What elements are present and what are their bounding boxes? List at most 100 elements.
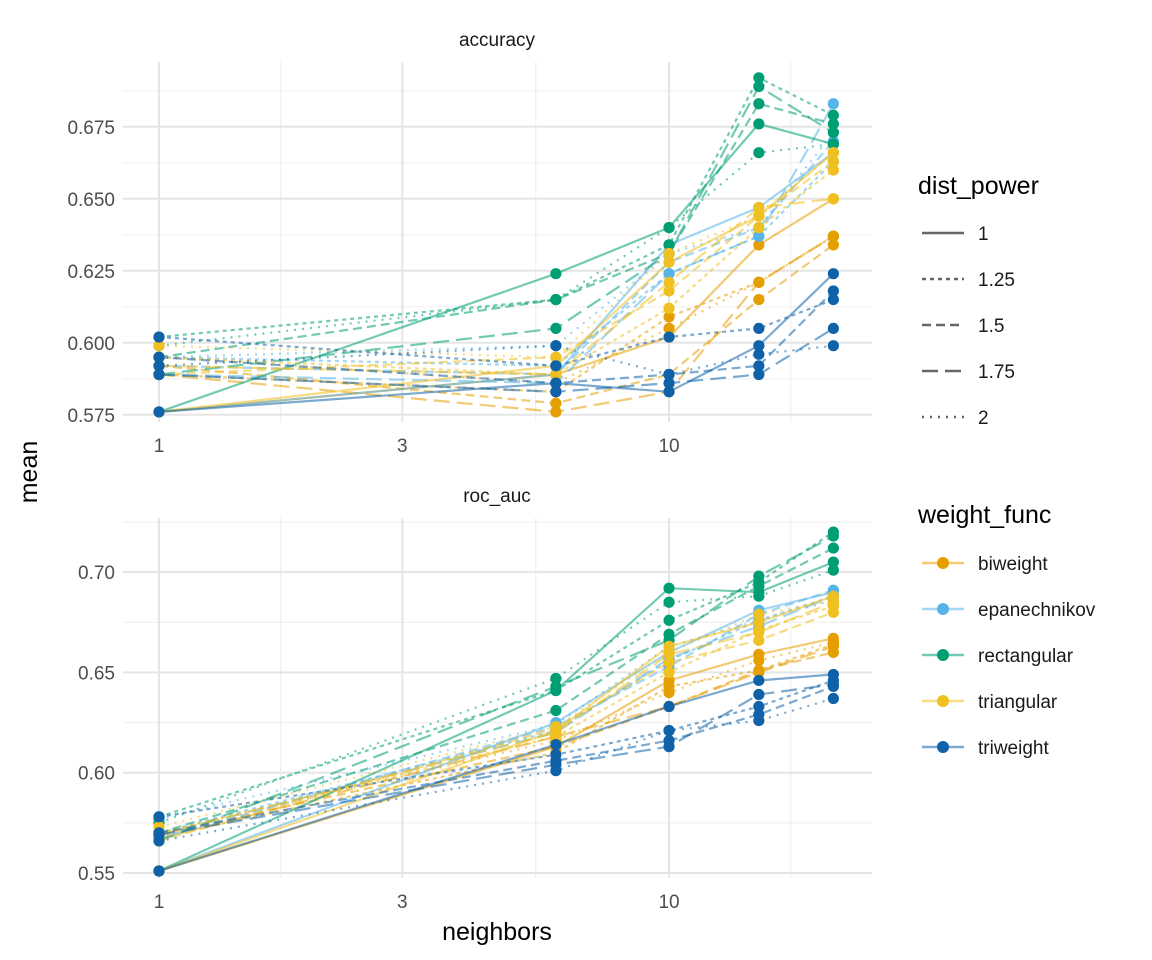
data-point <box>663 302 675 314</box>
data-point <box>753 688 765 701</box>
legend-label: 1.75 <box>978 362 1015 383</box>
legend-label: 1.5 <box>978 316 1004 337</box>
data-point <box>827 138 839 150</box>
x-tick-label: 1 <box>154 892 165 913</box>
legend-key-point <box>937 557 949 569</box>
data-point <box>827 322 839 334</box>
legend-label: 2 <box>978 408 989 429</box>
data-point <box>827 294 839 306</box>
y-tick-label: 0.600 <box>67 334 115 355</box>
y-tick-label: 0.675 <box>67 118 115 139</box>
data-point <box>753 674 765 687</box>
data-point <box>663 311 675 323</box>
data-point <box>827 530 839 542</box>
legend-label: 1.25 <box>978 270 1015 291</box>
legend-key-point <box>937 649 949 661</box>
y-tick-label: 0.65 <box>78 663 115 684</box>
y-tick-label: 0.625 <box>67 262 115 283</box>
x-tick-label: 10 <box>658 892 679 913</box>
panel-strip-label: roc_auc <box>463 486 531 507</box>
legend-key-point <box>937 741 949 753</box>
data-point <box>827 340 839 352</box>
data-point <box>753 714 765 727</box>
data-point <box>827 164 839 176</box>
series-line-rectangular-1_75 <box>158 535 834 842</box>
data-point <box>153 811 165 823</box>
data-point <box>663 222 675 234</box>
y-tick-label: 0.650 <box>67 190 115 211</box>
data-point <box>153 360 165 372</box>
data-point <box>753 580 765 592</box>
data-point <box>663 331 675 343</box>
data-point <box>753 368 765 381</box>
y-tick-label: 0.55 <box>78 864 115 885</box>
data-point <box>550 294 562 306</box>
data-point <box>663 700 675 713</box>
legend-label: rectangular <box>978 646 1074 667</box>
data-point <box>753 666 765 679</box>
series-line-biweight-1_5 <box>158 244 835 405</box>
data-point <box>753 590 765 602</box>
data-point <box>663 268 675 280</box>
data-point <box>663 368 675 381</box>
y-tick-label: 0.70 <box>78 563 115 584</box>
series-line-epanechnikov-1_75 <box>158 595 834 836</box>
data-point <box>663 741 675 753</box>
legend-title: weight_func <box>917 501 1051 529</box>
legend-label: triweight <box>978 738 1049 759</box>
data-point <box>753 634 765 646</box>
data-point <box>753 348 765 360</box>
y-axis-ticks: 0.575 0.600 0.625 0.650 0.675 <box>67 118 115 427</box>
data-point <box>663 596 675 608</box>
data-point <box>753 340 765 352</box>
legend-label: epanechnikov <box>978 600 1096 621</box>
data-point <box>827 98 839 110</box>
data-point <box>827 606 839 618</box>
series-line-rectangular-2 <box>158 569 834 824</box>
data-point <box>663 686 675 699</box>
x-tick-label: 3 <box>397 892 408 913</box>
data-point <box>753 230 765 242</box>
data-point <box>827 542 839 554</box>
data-point <box>663 247 675 260</box>
series-line-biweight-2 <box>158 235 834 385</box>
data-point <box>153 368 165 381</box>
data-point <box>827 285 839 297</box>
data-point <box>663 377 675 389</box>
data-point <box>550 351 562 363</box>
data-point <box>753 616 765 628</box>
data-point <box>663 614 675 626</box>
series-line-rectangular-1_25 <box>158 76 834 339</box>
data-point <box>827 193 839 205</box>
data-point <box>663 322 675 334</box>
data-point <box>753 222 765 234</box>
data-point <box>753 80 765 93</box>
data-point <box>753 700 765 713</box>
data-point <box>663 582 675 594</box>
data-point <box>663 666 675 679</box>
data-point <box>663 646 675 658</box>
legend-label: biweight <box>978 554 1048 575</box>
data-point <box>827 118 839 130</box>
y-axis-title: mean <box>15 441 43 504</box>
data-point <box>827 678 839 691</box>
data-point <box>827 230 839 242</box>
data-point <box>827 556 839 568</box>
data-point <box>550 720 562 733</box>
data-point <box>663 239 675 251</box>
data-point <box>663 386 675 398</box>
series-line-epanechnikov-1_25 <box>158 160 835 367</box>
x-tick-label: 3 <box>397 436 408 457</box>
data-point <box>550 406 562 418</box>
data-point <box>550 268 562 280</box>
legend-key-point <box>937 695 949 707</box>
data-point <box>663 285 675 297</box>
data-point <box>827 636 839 648</box>
data-point <box>663 256 675 268</box>
data-point <box>753 570 765 582</box>
data-point <box>827 147 839 159</box>
data-point <box>827 126 839 139</box>
data-point <box>753 276 765 288</box>
series-points <box>153 526 839 877</box>
